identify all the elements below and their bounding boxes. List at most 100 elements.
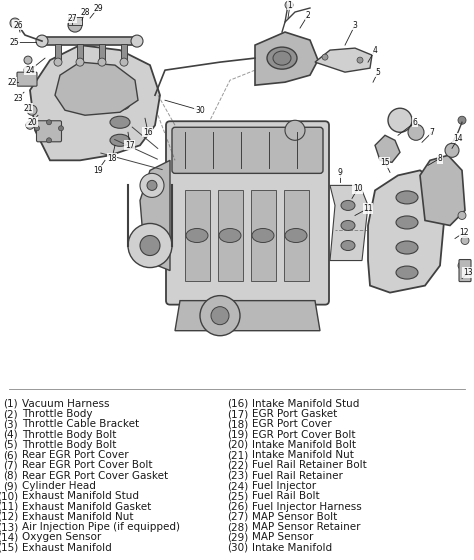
Text: Intake Manifold: Intake Manifold	[252, 543, 332, 553]
Text: (22): (22)	[227, 460, 248, 470]
Circle shape	[120, 58, 128, 66]
Text: Fuel Injector: Fuel Injector	[252, 481, 316, 491]
Text: MAP Sensor Bolt: MAP Sensor Bolt	[252, 512, 337, 522]
Bar	[251, 190, 276, 281]
Text: 19: 19	[93, 166, 103, 175]
Polygon shape	[330, 185, 368, 260]
Text: Exhaust Manifold: Exhaust Manifold	[22, 543, 112, 553]
Ellipse shape	[396, 266, 418, 279]
Circle shape	[388, 108, 412, 132]
Text: (20): (20)	[227, 440, 248, 450]
Text: 15: 15	[380, 158, 390, 167]
Circle shape	[458, 212, 466, 220]
Text: 7: 7	[429, 128, 435, 137]
Text: 29: 29	[93, 3, 103, 12]
Text: 5: 5	[375, 68, 381, 77]
Text: (16): (16)	[227, 399, 248, 409]
Text: (2): (2)	[3, 409, 18, 419]
Polygon shape	[140, 160, 170, 270]
Text: Throttle Cable Bracket: Throttle Cable Bracket	[22, 419, 139, 430]
Ellipse shape	[341, 221, 355, 231]
Ellipse shape	[219, 228, 241, 242]
Text: 14: 14	[453, 134, 463, 143]
Ellipse shape	[267, 47, 297, 69]
Bar	[77, 44, 83, 60]
Text: EGR Port Cover Bolt: EGR Port Cover Bolt	[252, 430, 356, 440]
Circle shape	[285, 1, 293, 9]
Text: 1: 1	[288, 1, 292, 10]
Text: Throttle Body Bolt: Throttle Body Bolt	[22, 430, 117, 440]
Text: (26): (26)	[227, 502, 248, 512]
Polygon shape	[255, 32, 318, 85]
Text: (24): (24)	[227, 481, 248, 491]
Bar	[218, 190, 243, 281]
Ellipse shape	[186, 228, 208, 242]
Ellipse shape	[110, 98, 130, 110]
Text: (27): (27)	[227, 512, 248, 522]
Text: 25: 25	[9, 38, 19, 46]
FancyBboxPatch shape	[36, 121, 62, 142]
Circle shape	[461, 236, 469, 245]
Text: 27: 27	[67, 13, 77, 22]
Ellipse shape	[110, 134, 130, 146]
Text: 18: 18	[107, 154, 117, 163]
Circle shape	[285, 120, 305, 141]
Bar	[185, 190, 210, 281]
Text: Rear EGR Port Cover: Rear EGR Port Cover	[22, 450, 128, 460]
Bar	[99, 44, 105, 60]
Text: (28): (28)	[227, 522, 248, 532]
Circle shape	[26, 122, 34, 129]
FancyBboxPatch shape	[166, 122, 329, 305]
Circle shape	[128, 223, 172, 268]
Text: 4: 4	[373, 45, 377, 55]
Text: MAP Sensor Retainer: MAP Sensor Retainer	[252, 522, 361, 532]
Text: Exhaust Manifold Nut: Exhaust Manifold Nut	[22, 512, 134, 522]
Text: (29): (29)	[227, 533, 248, 543]
Text: (1): (1)	[3, 399, 18, 409]
Text: 30: 30	[195, 106, 205, 115]
Text: (25): (25)	[227, 491, 248, 501]
Circle shape	[322, 54, 328, 60]
Text: 13: 13	[463, 268, 473, 277]
Text: Throttle Body: Throttle Body	[22, 409, 92, 419]
Text: Rear EGR Port Cover Gasket: Rear EGR Port Cover Gasket	[22, 471, 168, 480]
Text: (17): (17)	[227, 409, 248, 419]
Text: Fuel Rail Retainer: Fuel Rail Retainer	[252, 471, 343, 480]
Text: (8): (8)	[3, 471, 18, 480]
Circle shape	[98, 58, 106, 66]
Circle shape	[46, 138, 52, 143]
Polygon shape	[315, 48, 372, 72]
Text: Cylinder Head: Cylinder Head	[22, 481, 96, 491]
FancyBboxPatch shape	[459, 259, 471, 282]
Text: 8: 8	[438, 154, 442, 163]
Circle shape	[10, 18, 20, 28]
Text: (12): (12)	[0, 512, 18, 522]
Ellipse shape	[110, 116, 130, 128]
Text: Oxygen Sensor: Oxygen Sensor	[22, 533, 101, 543]
Text: 10: 10	[353, 184, 363, 193]
Text: (9): (9)	[3, 481, 18, 491]
Circle shape	[445, 143, 459, 157]
Text: 26: 26	[13, 21, 23, 30]
Text: 3: 3	[353, 21, 357, 30]
Circle shape	[458, 262, 466, 269]
Circle shape	[24, 66, 32, 74]
Circle shape	[211, 307, 229, 325]
Text: Fuel Rail Bolt: Fuel Rail Bolt	[252, 491, 319, 501]
Text: 6: 6	[412, 118, 418, 127]
Text: (11): (11)	[0, 502, 18, 512]
Text: Exhaust Manifold Stud: Exhaust Manifold Stud	[22, 491, 139, 501]
Text: Exhaust Manifold Gasket: Exhaust Manifold Gasket	[22, 502, 151, 512]
Text: (10): (10)	[0, 491, 18, 501]
Ellipse shape	[110, 80, 130, 92]
Text: MAP Sensor: MAP Sensor	[252, 533, 313, 543]
Text: 17: 17	[125, 141, 135, 150]
Text: (4): (4)	[3, 430, 18, 440]
Text: Intake Manifold Bolt: Intake Manifold Bolt	[252, 440, 356, 450]
Text: Fuel Rail Retainer Bolt: Fuel Rail Retainer Bolt	[252, 460, 367, 470]
Ellipse shape	[396, 241, 418, 254]
Circle shape	[131, 35, 143, 47]
Bar	[284, 190, 309, 281]
Bar	[121, 44, 127, 60]
Text: (23): (23)	[227, 471, 248, 480]
